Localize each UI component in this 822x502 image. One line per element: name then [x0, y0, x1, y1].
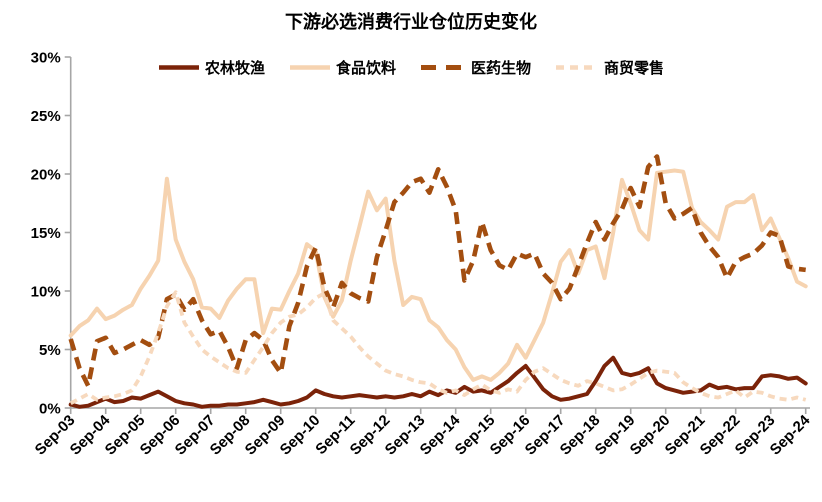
- series-line-pharma-biotech: [68, 154, 806, 389]
- legend-item-pharma-biotech: 医药生物: [420, 57, 531, 78]
- legend-item-commerce-retail: 商贸零售: [555, 57, 664, 78]
- legend-item-food-beverage: 食品饮料: [289, 57, 396, 78]
- series-line-food-beverage: [68, 168, 808, 382]
- legend-line-sample-food-beverage: [289, 65, 330, 70]
- legend: 农林牧渔 食品饮料 医药生物 商贸零售: [0, 57, 822, 78]
- legend-label-agriculture: 农林牧渔: [204, 60, 265, 77]
- y-axis-label: 15%: [31, 225, 61, 242]
- y-axis-label: 10%: [31, 284, 61, 301]
- y-axis-label: 0%: [39, 401, 61, 418]
- y-axis-label: 20%: [31, 167, 61, 184]
- legend-item-agriculture: 农林牧渔: [158, 57, 265, 78]
- legend-label-commerce-retail: 商贸零售: [604, 60, 665, 77]
- y-axis-label: 30%: [31, 50, 61, 67]
- chart-title: 下游必选消费行业仓位历史变化: [285, 12, 537, 32]
- legend-line-sample-agriculture: [158, 65, 199, 70]
- legend-line-sample-pharma-biotech: [421, 65, 465, 70]
- series-line-commerce-retail: [69, 290, 807, 405]
- legend-label-pharma-biotech: 医药生物: [471, 60, 532, 77]
- y-axis-label: 5%: [39, 342, 61, 359]
- series-line-agriculture: [68, 355, 808, 409]
- x-axis-label: Sep-24: [767, 411, 814, 458]
- y-axis-label: 25%: [31, 108, 61, 125]
- legend-label-food-beverage: 食品饮料: [335, 60, 396, 77]
- legend-line-sample-commerce-retail: [556, 65, 599, 70]
